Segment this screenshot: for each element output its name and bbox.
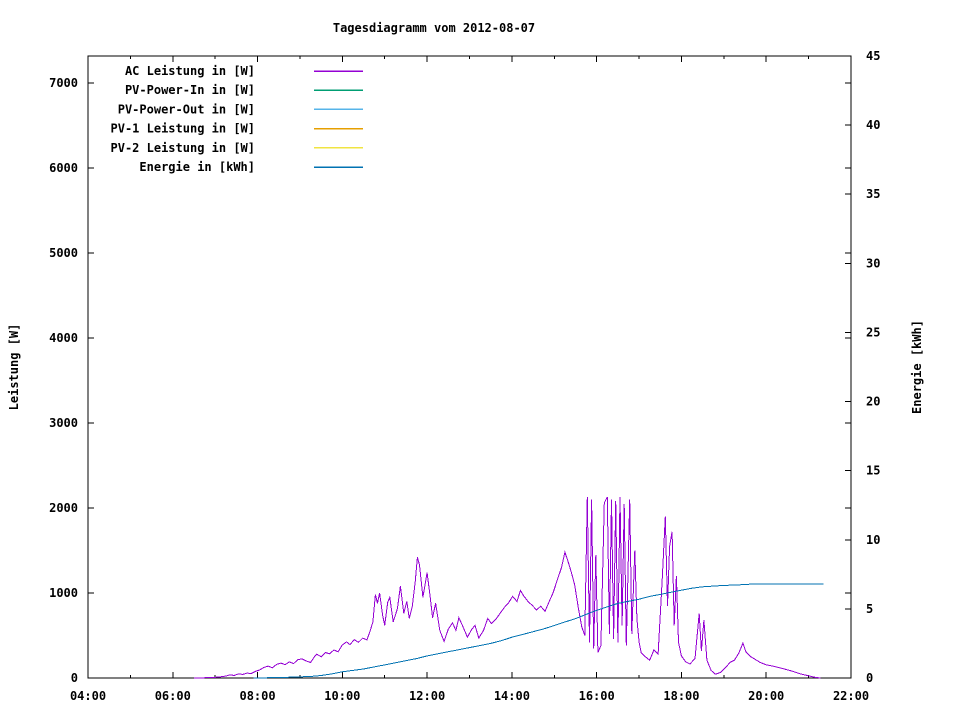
x-tick-label: 18:00 [663,689,699,703]
y-left-tick-label: 6000 [49,161,78,175]
y-right-tick-label: 0 [866,671,873,685]
legend-label: PV-2 Leistung in [W] [111,141,256,155]
y-right-tick-label: 45 [866,49,880,63]
y-left-tick-label: 0 [71,671,78,685]
legend-label: PV-1 Leistung in [W] [111,122,256,136]
x-tick-label: 10:00 [324,689,360,703]
legend-label: Energie in [kWh] [139,160,255,174]
series-energie-in-kwh- [253,583,824,679]
chart-title: Tagesdiagramm vom 2012-08-07 [333,21,535,35]
x-tick-label: 20:00 [748,689,784,703]
y-left-tick-label: 3000 [49,416,78,430]
y-axis-right-label: Energie [kWh] [910,320,924,414]
x-tick-label: 22:00 [833,689,869,703]
y-right-tick-label: 25 [866,325,880,339]
y-right-tick-label: 10 [866,533,880,547]
y-left-tick-label: 1000 [49,586,78,600]
y-right-tick-label: 30 [866,256,880,270]
x-tick-label: 14:00 [494,689,530,703]
y-right-tick-label: 40 [866,118,880,132]
y-right-tick-label: 5 [866,602,873,616]
plot-area: 04:00 06:00 08:00 10:00 12:00 14:00 16:00 18:00… [49,49,880,703]
y-left-tick-label: 7000 [49,76,78,90]
x-tick-label: 04:00 [70,689,106,703]
legend-label: PV-Power-In in [W] [125,83,255,97]
legend-label: PV-Power-Out in [W] [118,102,255,116]
y-axis-left-label: Leistung [W] [7,324,21,411]
y-right-tick-label: 20 [866,395,880,409]
y-left-tick-label: 4000 [49,331,78,345]
y-right-tick-label: 35 [866,187,880,201]
x-tick-label: 08:00 [239,689,275,703]
y-right-tick-label: 15 [866,464,880,478]
y-left-tick-label: 5000 [49,246,78,260]
x-tick-label: 06:00 [155,689,191,703]
x-tick-label: 16:00 [579,689,615,703]
legend-label: AC Leistung in [W] [125,64,255,78]
y-left-tick-label: 2000 [49,501,78,515]
series-ac-leistung-in-w- [193,496,821,679]
x-tick-label: 12:00 [409,689,445,703]
